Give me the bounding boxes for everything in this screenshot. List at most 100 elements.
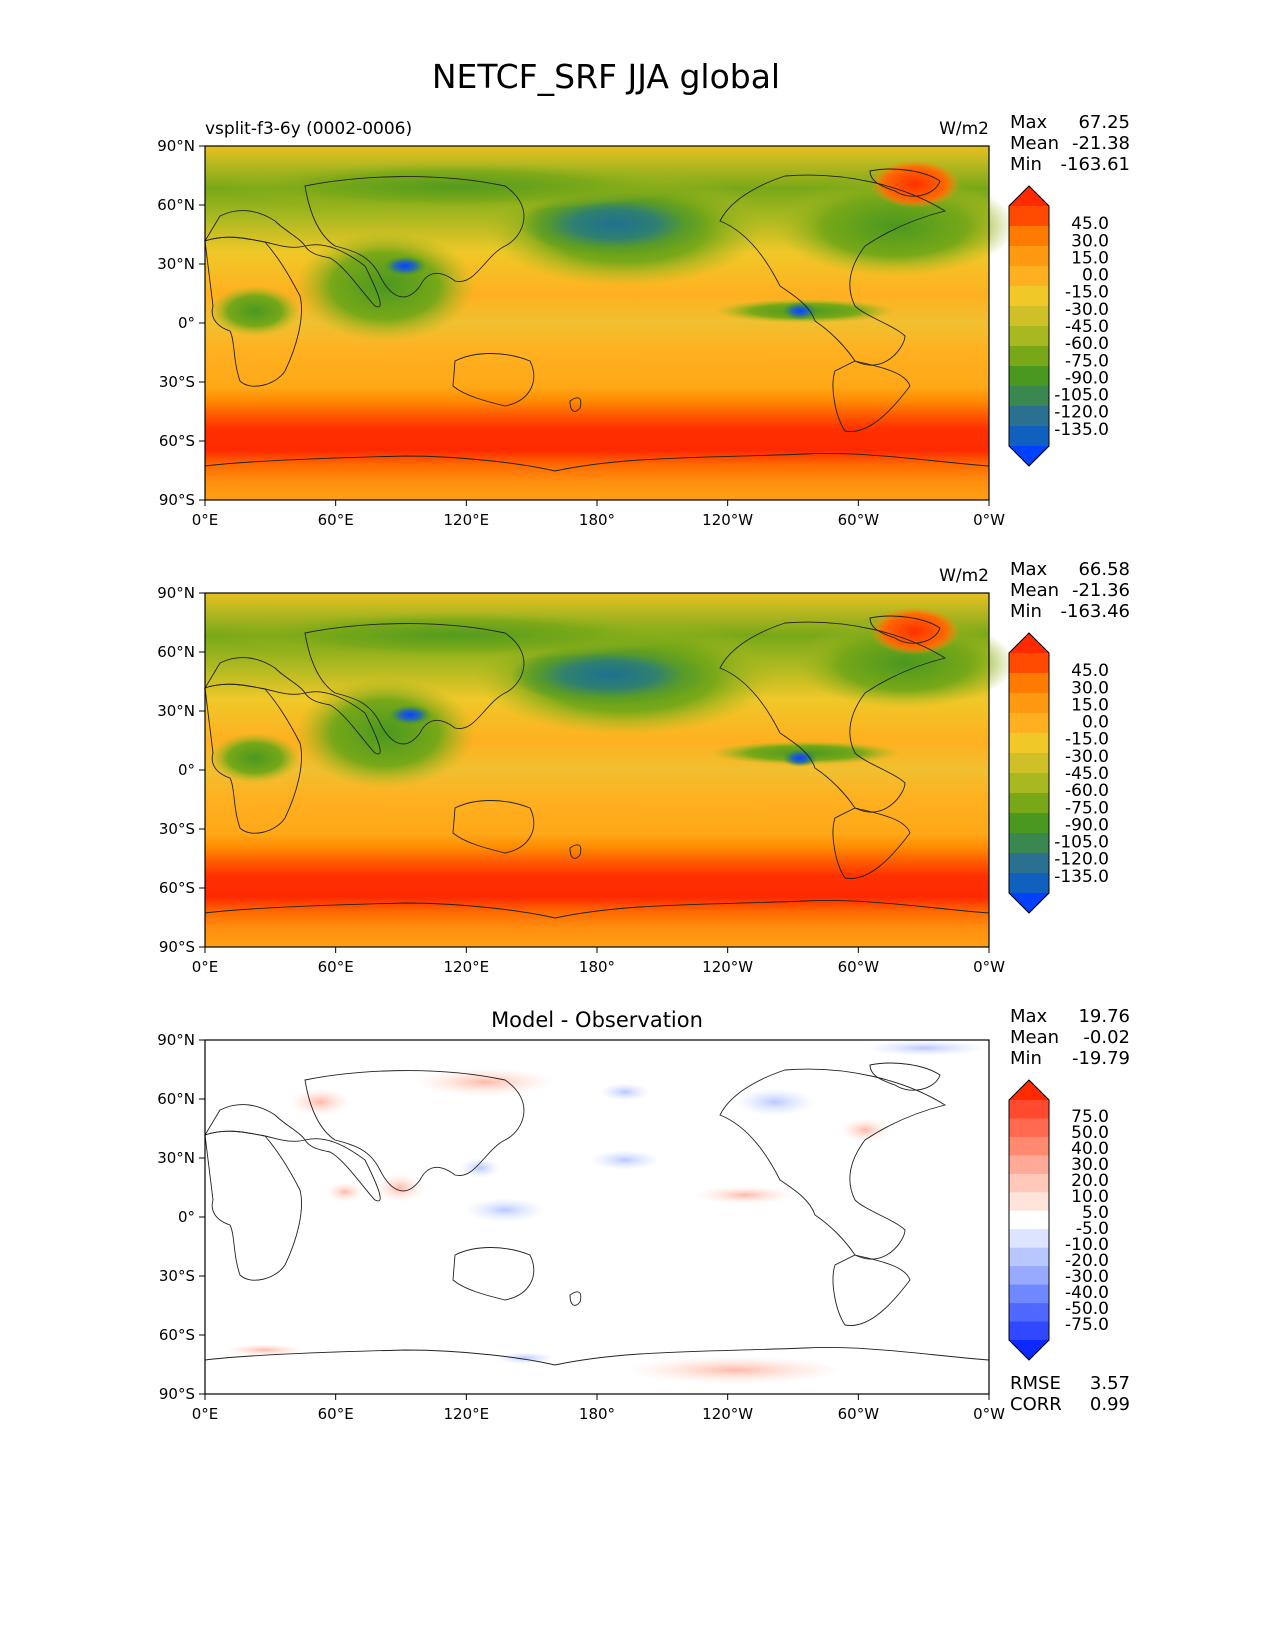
lat-tick-label: 0° (178, 761, 195, 779)
colorbar-tick-label: -30.0 (1065, 1267, 1109, 1287)
colorbar-tick-label: 5.0 (1082, 1203, 1109, 1223)
lon-tick-label: 60°E (318, 1405, 354, 1423)
colorbar-segment (1009, 1155, 1049, 1175)
colorbar-segment (1009, 753, 1049, 774)
lon-tick-label: 0°W (973, 958, 1005, 976)
lon-tick-label: 0°W (973, 1405, 1005, 1423)
lon-tick-label: 60°E (318, 958, 354, 976)
colorbar-tick-label: 75.0 (1071, 1107, 1109, 1127)
colorbar-segment (1009, 713, 1049, 734)
colorbar-segment (1009, 1321, 1049, 1341)
colorbar-segment (1009, 853, 1049, 874)
colorbar-extend-min (1009, 1340, 1049, 1360)
lat-tick-label: 30°S (159, 820, 195, 838)
lon-axis: 0°E 60°E 120°E 180° 120°W 60°W 0°W (192, 500, 1005, 529)
stat-value: -21.36 (1072, 580, 1130, 601)
colorbar-segment (1009, 693, 1049, 714)
panel-3-title: Model - Observation (491, 1008, 703, 1032)
colorbar-segment (1009, 873, 1049, 894)
stat-value: -163.61 (1061, 154, 1130, 175)
lat-tick-label: 60°N (157, 196, 195, 214)
panel-1: 0°E 60°E 120°E 180° 120°W 60°W 0°W 90°N 60°N 30°… (157, 137, 1015, 529)
colorbar-tick-label: -15.0 (1065, 283, 1109, 303)
lat-tick-label: 30°N (157, 702, 195, 720)
colorbar-segment (1009, 1210, 1049, 1230)
colorbar-segment (1009, 1247, 1049, 1267)
colorbar-tick-label: -75.0 (1065, 1315, 1109, 1335)
colorbar-segment (1009, 793, 1049, 814)
colorbar-segment (1009, 1229, 1049, 1249)
colorbar-segment (1009, 733, 1049, 754)
stat-label: RMSE (1010, 1373, 1061, 1394)
colorbar-tick-label: 0.0 (1082, 266, 1109, 286)
colorbar-tick-label: -120.0 (1054, 850, 1109, 870)
colorbar-segment (1009, 206, 1049, 227)
colorbar-tick-label: 30.0 (1071, 678, 1109, 698)
lon-tick-label: 0°W (973, 511, 1005, 529)
lat-tick-label: 60°S (159, 879, 195, 897)
lon-tick-label: 60°W (838, 511, 880, 529)
stat-label: Max (1010, 1006, 1048, 1027)
colorbar-segment (1009, 813, 1049, 834)
colorbar-segment (1009, 286, 1049, 307)
stat-label: Min (1010, 1048, 1042, 1069)
stat-value: 0.99 (1090, 1394, 1130, 1415)
colorbar-segment (1009, 1284, 1049, 1304)
lat-tick-label: 90°N (157, 137, 195, 155)
colorbar-tick-label: -5.0 (1076, 1219, 1109, 1239)
colorbar-tick-label: -105.0 (1054, 833, 1109, 853)
map-field (205, 1040, 989, 1394)
lon-tick-label: 120°E (444, 1405, 490, 1423)
lon-tick-label: 60°W (838, 958, 880, 976)
lon-axis: 0°E 60°E 120°E 180° 120°W 60°W 0°W (192, 1394, 1005, 1423)
lat-tick-label: 60°N (157, 643, 195, 661)
lat-tick-label: 90°N (157, 584, 195, 602)
stat-label: Mean (1010, 133, 1059, 154)
colorbar-segment (1009, 1173, 1049, 1193)
lat-tick-label: 90°S (159, 1385, 195, 1403)
colorbar-tick-label: -90.0 (1065, 815, 1109, 835)
map-field (205, 593, 1015, 947)
panel-1-units: W/m2 (939, 119, 989, 139)
colorbar-segment (1009, 833, 1049, 854)
lon-tick-label: 180° (579, 958, 615, 976)
colorbar-extend-min (1009, 893, 1049, 913)
map-field (205, 146, 1015, 500)
stat-value: -19.79 (1072, 1048, 1130, 1069)
colorbar-tick-label: 15.0 (1071, 695, 1109, 715)
lon-tick-label: 180° (579, 1405, 615, 1423)
stat-label: Mean (1010, 580, 1059, 601)
lat-tick-label: 30°N (157, 255, 195, 273)
colorbar-tick-label: -75.0 (1065, 798, 1109, 818)
colorbar-tick-label: -105.0 (1054, 386, 1109, 406)
colorbar-tick-label: 20.0 (1071, 1171, 1109, 1191)
colorbar-segment (1009, 306, 1049, 327)
lat-axis: 90°N 60°N 30°N 0° 30°S 60°S 90°S (157, 137, 205, 509)
stat-label: Mean (1010, 1027, 1059, 1048)
lat-tick-label: 0° (178, 1208, 195, 1226)
stat-label: Min (1010, 601, 1042, 622)
colorbar-segment (1009, 1118, 1049, 1138)
colorbar-segment (1009, 1303, 1049, 1323)
colorbar-segment (1009, 386, 1049, 407)
lat-axis: 90°N 60°N 30°N 0° 30°S 60°S 90°S (157, 584, 205, 956)
colorbar-extend-max (1009, 186, 1049, 206)
colorbar-segment (1009, 1192, 1049, 1212)
colorbar-tick-label: 10.0 (1071, 1187, 1109, 1207)
colorbar-extend-max (1009, 633, 1049, 653)
stat-label: Min (1010, 154, 1042, 175)
colorbar-segment (1009, 653, 1049, 674)
lon-tick-label: 60°E (318, 511, 354, 529)
colorbar-tick-label: 0.0 (1082, 713, 1109, 733)
colorbar-tick-label: 30.0 (1071, 231, 1109, 251)
colorbar-tick-label: 30.0 (1071, 1155, 1109, 1175)
colorbar-segment (1009, 366, 1049, 387)
colorbar-segment (1009, 1266, 1049, 1286)
lat-tick-label: 60°S (159, 432, 195, 450)
colorbar-tick-label: -50.0 (1065, 1299, 1109, 1319)
colorbar-segment (1009, 1100, 1049, 1119)
lat-tick-label: 90°S (159, 938, 195, 956)
lon-tick-label: 0°E (192, 958, 219, 976)
